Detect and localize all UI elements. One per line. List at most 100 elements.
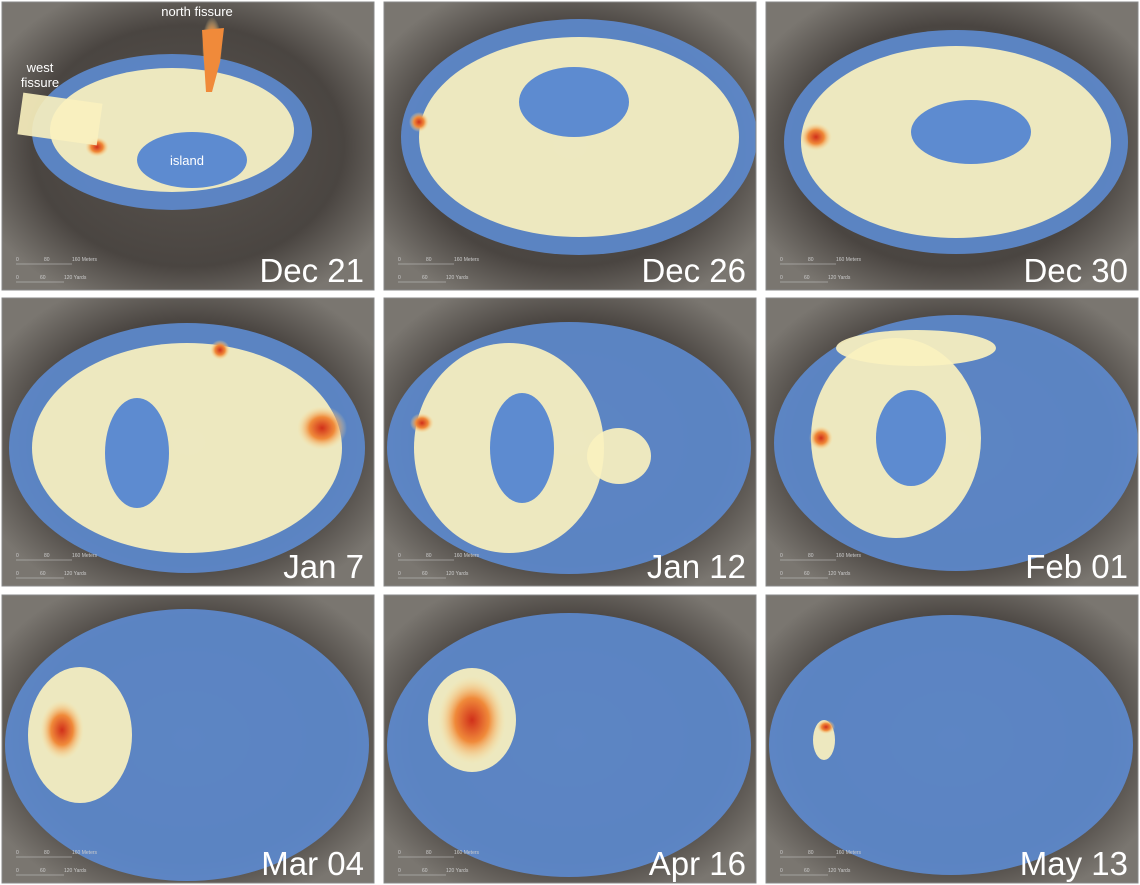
scale-label: 120 Yards (828, 275, 851, 281)
panel: 0 80 160 Meters 0 60 120 Yards Feb 01 (765, 297, 1139, 587)
hot-spot (817, 720, 835, 734)
date-label: Apr 16 (649, 845, 746, 882)
scale-label: 160 Meters (836, 257, 862, 263)
panel: 0 80 160 Meters 0 60 120 Yards Jan 12 (383, 297, 757, 587)
scale-label: 120 Yards (828, 571, 851, 577)
scale-label: 160 Meters (836, 850, 862, 856)
crust (769, 615, 1133, 875)
panel-image (384, 2, 756, 290)
annotation: fissure (21, 75, 59, 90)
annotation: north fissure (161, 4, 233, 19)
scale-label: 160 Meters (72, 257, 98, 263)
scale-label: 0 (780, 275, 783, 281)
panel-image (384, 298, 756, 586)
hot-spot (809, 426, 833, 450)
lava-surface (587, 428, 651, 484)
scale-label: 80 (44, 257, 50, 263)
scale-label: 80 (426, 850, 432, 856)
scale-label: 160 Meters (454, 257, 480, 263)
island (137, 132, 247, 188)
panel: 0 80 160 Meters 0 60 120 Yards Dec 21 north fis… (1, 1, 375, 291)
scale-label: 120 Yards (64, 868, 87, 874)
panel: 0 80 160 Meters 0 60 120 Yards May 13 (765, 594, 1139, 884)
scale-label: 80 (44, 553, 50, 559)
date-label: Dec 26 (641, 252, 746, 289)
scale-label: 160 Meters (454, 850, 480, 856)
panel-border (1, 1, 375, 291)
scale-label: 0 (398, 868, 401, 874)
panel-image (766, 595, 1138, 883)
panel: 0 80 160 Meters 0 60 120 Yards Jan 7 (1, 297, 375, 587)
scale-label: 120 Yards (446, 868, 469, 874)
date-label: May 13 (1020, 845, 1128, 882)
scale-label: 120 Yards (446, 275, 469, 281)
date-label: Feb 01 (1025, 548, 1128, 585)
scale-label: 120 Yards (64, 571, 87, 577)
scale-label: 0 (16, 257, 19, 263)
annotation: west (26, 60, 54, 75)
date-label: Dec 30 (1023, 252, 1128, 289)
panel-image (2, 595, 374, 883)
scale-label: 0 (780, 553, 783, 559)
panel: 0 80 160 Meters 0 60 120 Yards Mar 04 (1, 594, 375, 884)
scale-label: 120 Yards (828, 868, 851, 874)
west-fissure-lava (17, 92, 103, 146)
scale-label: 120 Yards (446, 571, 469, 577)
panel-border (383, 1, 757, 291)
scale-label: 80 (808, 257, 814, 263)
panel-border (383, 594, 757, 884)
hot-spot (297, 406, 347, 450)
scale-label: 160 Meters (72, 850, 98, 856)
scale-label: 60 (804, 571, 810, 577)
hot-spot (409, 112, 429, 132)
scale-label: 80 (808, 850, 814, 856)
scale-label: 120 Yards (64, 275, 87, 281)
scale-label: 160 Meters (72, 553, 98, 559)
scale-label: 0 (16, 553, 19, 559)
annotation: island (170, 153, 204, 168)
scale-label: 0 (16, 571, 19, 577)
panel-border (1, 297, 375, 587)
panel: 0 80 160 Meters 0 60 120 Yards Dec 26 (383, 1, 757, 291)
scale-label: 0 (780, 850, 783, 856)
scale-label: 0 (398, 571, 401, 577)
island (490, 393, 554, 503)
scale-label: 0 (398, 553, 401, 559)
date-label: Dec 21 (259, 252, 364, 289)
scale-label: 60 (40, 868, 46, 874)
panel-image (2, 2, 374, 290)
north-fissure-lava (202, 28, 224, 92)
scale-label: 0 (398, 257, 401, 263)
panel: 0 80 160 Meters 0 60 120 Yards Apr 16 (383, 594, 757, 884)
date-label: Jan 7 (283, 548, 364, 585)
scale-label: 0 (780, 257, 783, 263)
scale-label: 60 (422, 571, 428, 577)
scale-label: 160 Meters (836, 553, 862, 559)
scale-label: 0 (16, 850, 19, 856)
panel-image (766, 298, 1138, 586)
scale-label: 0 (780, 868, 783, 874)
scale-label: 80 (808, 553, 814, 559)
panel: 0 80 160 Meters 0 60 120 Yards Dec 30 (765, 1, 1139, 291)
scale-label: 60 (40, 275, 46, 281)
scale-label: 0 (780, 571, 783, 577)
scale-label: 0 (398, 850, 401, 856)
hot-spot (800, 123, 832, 151)
island (519, 67, 629, 137)
panel-border (765, 1, 1139, 291)
date-label: Mar 04 (261, 845, 364, 882)
scale-label: 0 (398, 275, 401, 281)
lava-surface (32, 343, 342, 553)
scale-label: 80 (44, 850, 50, 856)
panel-image (2, 298, 374, 586)
scale-label: 60 (40, 571, 46, 577)
hot-spot (438, 676, 506, 764)
scale-label: 60 (422, 868, 428, 874)
island (876, 390, 946, 486)
hot-spot (40, 700, 84, 760)
panel-border (765, 594, 1139, 884)
panel-border (765, 297, 1139, 587)
scale-label: 60 (804, 275, 810, 281)
